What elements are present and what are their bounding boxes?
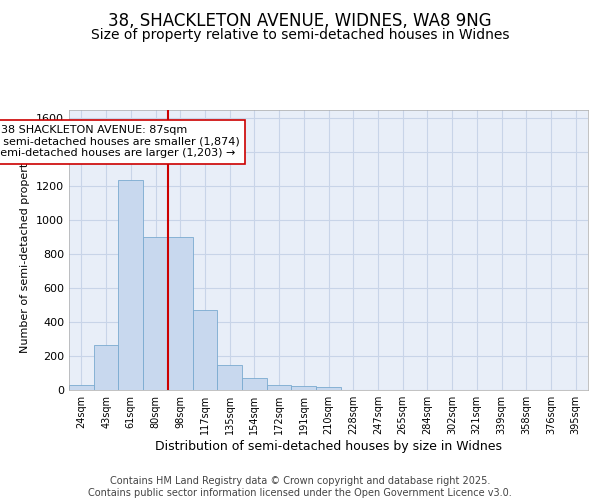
Bar: [94, 345, 118, 390]
Text: Size of property relative to semi-detached houses in Widnes: Size of property relative to semi-detach…: [91, 28, 509, 42]
Bar: [292, 386, 316, 390]
X-axis label: Distribution of semi-detached houses by size in Widnes: Distribution of semi-detached houses by …: [155, 440, 502, 453]
Text: Contains HM Land Registry data © Crown copyright and database right 2025.
Contai: Contains HM Land Registry data © Crown c…: [88, 476, 512, 498]
Bar: [217, 364, 242, 390]
Bar: [168, 238, 193, 390]
Bar: [69, 385, 94, 390]
Text: 38, SHACKLETON AVENUE, WIDNES, WA8 9NG: 38, SHACKLETON AVENUE, WIDNES, WA8 9NG: [108, 12, 492, 30]
Text: 38 SHACKLETON AVENUE: 87sqm
← 60% of semi-detached houses are smaller (1,874)
38: 38 SHACKLETON AVENUE: 87sqm ← 60% of sem…: [0, 126, 239, 158]
Bar: [143, 238, 168, 390]
Bar: [193, 310, 217, 390]
Bar: [267, 385, 292, 390]
Y-axis label: Number of semi-detached properties: Number of semi-detached properties: [20, 147, 31, 353]
Bar: [316, 388, 341, 390]
Bar: [118, 180, 143, 390]
Bar: [242, 378, 267, 390]
